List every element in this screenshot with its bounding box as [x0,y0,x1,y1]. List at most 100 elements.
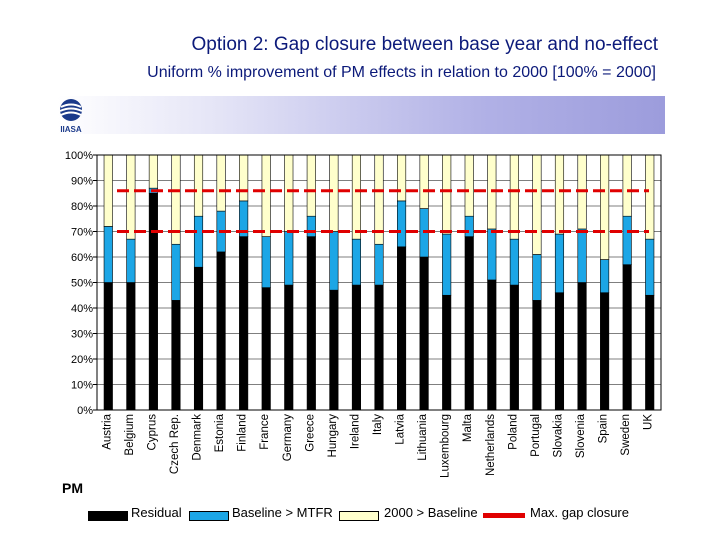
bar-segment-3 [148,154,158,189]
x-tick-label: Denmark [192,414,204,461]
legend-label-baseline-mtfr: Baseline > MTFR [232,505,333,520]
bar-segment-1 [622,264,632,411]
bar-segment-2 [126,238,136,283]
bar-segment-1 [464,236,474,411]
bar-segment-3 [193,154,204,217]
bar-segment-1 [193,266,204,411]
bar-segment-2 [193,215,204,268]
bar-segment-3 [216,154,226,212]
bar-segment-3 [261,154,271,237]
bar-segment-3 [600,154,610,260]
header-banner [57,96,665,134]
bar-segment-3 [329,154,339,232]
bar-segment-1 [329,289,339,411]
x-tick-label: Luxembourg [440,414,452,478]
bar-segment-1 [306,236,316,411]
bar-segment-1 [374,284,384,411]
bar-segment-2 [397,200,407,248]
x-tick-label: Ireland [349,414,361,449]
x-tick-label: Lithuania [417,413,429,460]
x-tick-label: Italy [372,414,384,435]
y-tick-label: 100% [65,150,93,162]
bar-segment-1 [171,300,181,411]
bar-segment-2 [554,233,565,294]
bar-segment-1 [577,282,587,411]
bar-segment-2 [577,228,587,283]
bar-segment-1 [554,292,565,411]
y-tick-label: 70% [71,227,93,239]
x-tick-label: Spain [598,414,610,443]
bar-segment-1 [600,292,610,411]
stacked-bar-chart: 0% 10% 20% 30% 40% 50% 60% 70% 80% 90% 100% Austria… [65,150,662,478]
bar-segment-1 [509,284,519,411]
chart-title: Option 2: Gap closure between base year … [191,34,658,55]
bar-segment-3 [284,154,294,232]
y-tick-label: 40% [71,303,93,315]
y-tick-label: 90% [71,176,93,188]
bar-segment-1 [148,192,158,411]
x-tick-label: Poland [507,414,519,450]
y-tick-label: 80% [71,201,93,213]
bar-segment-3 [351,154,361,240]
plot-border [96,154,662,411]
x-tick-label: Austria [101,413,113,449]
bar-segment-2 [284,231,294,286]
legend-swatch-max-gap [483,513,525,518]
x-tick-label: Malta [462,413,474,442]
logo-text: IIASA [60,125,82,134]
iiasa-logo: IIASA [59,99,83,134]
bar-segment-2 [442,233,452,296]
bar-segment-1 [103,282,113,411]
legend-label-residual: Residual [131,505,182,520]
legend-swatch-baseline-mtfr [189,511,229,521]
legend-swatch-2000-baseline [339,511,379,521]
y-tick-label: 20% [71,354,93,366]
y-tick-label: 30% [71,329,93,341]
bar-segment-3 [103,154,113,227]
x-tick-label: Latvia [395,413,407,444]
bar-segment-1 [351,284,361,411]
pollutant-label: PM [62,480,83,496]
y-tick-label: 50% [71,278,93,290]
bar-segment-2 [329,231,339,291]
bar-segment-2 [351,238,361,286]
bar-segment-1 [442,294,452,411]
x-tick-label: France [259,414,271,450]
bar-segment-3 [442,154,452,235]
legend-label-max-gap: Max. gap closure [530,505,629,520]
x-tick-label: Finland [237,414,249,452]
bar-segment-1 [645,294,655,411]
chart-subtitle: Uniform % improvement of PM effects in r… [147,64,656,81]
bar-segment-3 [509,154,519,240]
bar-segment-3 [239,154,249,202]
x-tick-label: Czech Rep. [169,414,181,474]
bar-segment-1 [216,251,226,411]
bar-segment-2 [374,243,384,286]
bar-segment-1 [126,282,136,411]
bar-segment-3 [397,154,407,202]
bar-segment-1 [419,256,429,411]
x-tick-label: Greece [304,414,316,452]
bar-segment-3 [126,154,136,240]
x-tick-label: Slovenia [575,413,587,458]
bar-segment-2 [103,226,113,283]
bar-segment-1 [487,279,497,411]
x-tick-label: Sweden [620,414,632,456]
bar-segment-3 [532,154,542,255]
bar-segment-1 [261,287,271,411]
bar-segment-1 [284,284,294,411]
y-tick-label: 10% [71,380,93,392]
y-tick-label: 60% [71,252,93,264]
y-tick-label: 0% [77,405,93,417]
x-tick-label: Estonia [214,413,226,452]
bar-segment-2 [600,259,610,294]
bar-segment-2 [622,215,632,265]
x-tick-label: Portugal [530,414,542,457]
x-tick-label: UK [643,414,655,430]
bar-segment-2 [532,254,542,301]
legend-swatch-residual [88,511,128,521]
bar-segment-3 [419,154,429,209]
bar-segment-2 [306,215,316,237]
bar-segment-3 [554,154,565,235]
bar-segment-1 [239,236,249,411]
